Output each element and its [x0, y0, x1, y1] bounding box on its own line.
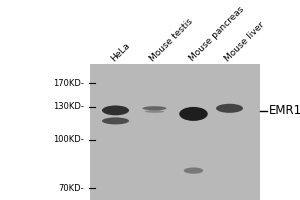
Text: Mouse liver: Mouse liver: [223, 20, 266, 64]
Text: EMR1: EMR1: [268, 104, 300, 117]
Text: 170KD-: 170KD-: [53, 79, 84, 88]
Ellipse shape: [179, 107, 208, 121]
Ellipse shape: [184, 167, 203, 174]
Text: 100KD-: 100KD-: [53, 135, 84, 144]
Ellipse shape: [216, 104, 243, 113]
Bar: [90, 64, 260, 200]
Text: HeLa: HeLa: [109, 41, 132, 64]
Text: Mouse pancreas: Mouse pancreas: [187, 5, 245, 64]
Ellipse shape: [142, 106, 167, 110]
Ellipse shape: [102, 117, 129, 124]
Text: Mouse testis: Mouse testis: [148, 17, 195, 64]
Text: 130KD-: 130KD-: [53, 102, 84, 111]
Ellipse shape: [145, 110, 164, 113]
Text: 70KD-: 70KD-: [58, 184, 84, 193]
Ellipse shape: [102, 105, 129, 115]
